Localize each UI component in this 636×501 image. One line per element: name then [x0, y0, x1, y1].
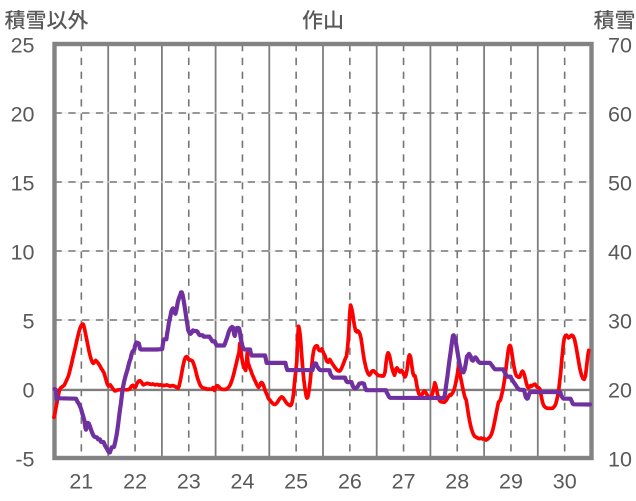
svg-text:25: 25 [11, 34, 35, 58]
svg-text:23: 23 [177, 470, 201, 494]
svg-text:70: 70 [608, 34, 632, 58]
svg-text:28: 28 [445, 470, 469, 494]
svg-text:30: 30 [553, 470, 577, 494]
svg-text:10: 10 [608, 448, 632, 472]
svg-text:26: 26 [338, 470, 362, 494]
svg-text:20: 20 [11, 103, 35, 127]
svg-text:15: 15 [11, 172, 35, 196]
svg-text:50: 50 [608, 172, 632, 196]
svg-text:29: 29 [499, 470, 523, 494]
svg-text:5: 5 [23, 310, 35, 334]
svg-text:60: 60 [608, 103, 632, 127]
svg-text:22: 22 [123, 470, 147, 494]
svg-text:25: 25 [284, 470, 308, 494]
svg-text:0: 0 [23, 379, 35, 403]
svg-text:-5: -5 [15, 448, 34, 472]
svg-text:27: 27 [392, 470, 416, 494]
svg-text:10: 10 [11, 241, 35, 265]
svg-text:40: 40 [608, 241, 632, 265]
svg-text:21: 21 [69, 470, 93, 494]
svg-text:30: 30 [608, 310, 632, 334]
svg-text:24: 24 [231, 470, 255, 494]
svg-text:20: 20 [608, 379, 632, 403]
